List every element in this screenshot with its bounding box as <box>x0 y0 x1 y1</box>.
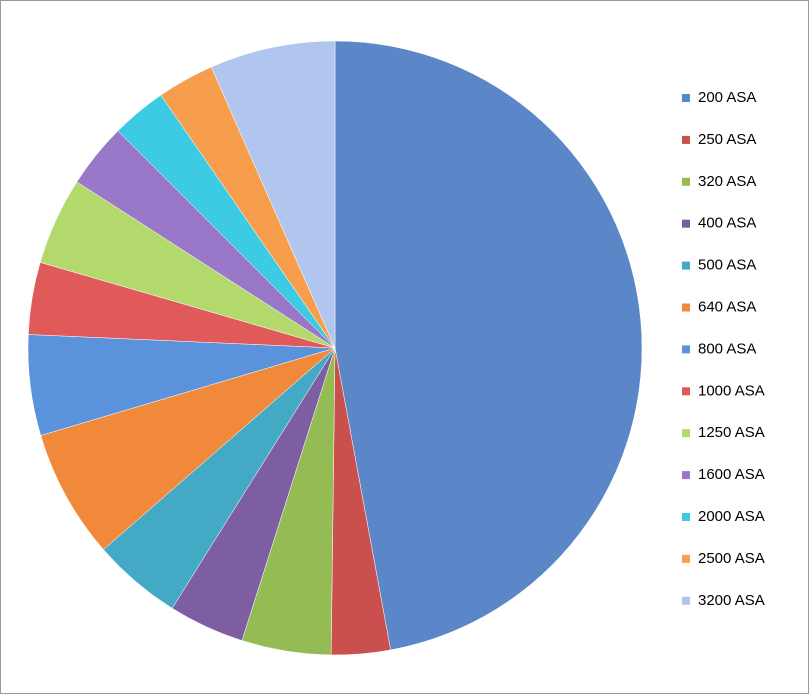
legend-swatch <box>682 345 690 354</box>
legend-label: 3200 ASA <box>698 592 765 609</box>
legend-swatch <box>682 177 690 186</box>
pie-slice <box>210 40 336 349</box>
pie-slice <box>334 40 643 651</box>
legend-swatch <box>682 596 690 605</box>
legend-swatch <box>682 471 690 480</box>
legend-label: 500 ASA <box>698 257 756 274</box>
legend-label: 250 ASA <box>698 131 756 148</box>
legend-label: 320 ASA <box>698 173 756 190</box>
legend-swatch <box>682 429 690 438</box>
legend-label: 2000 ASA <box>698 508 765 525</box>
pie-slice <box>40 347 336 550</box>
legend-swatch <box>682 94 690 102</box>
legend-swatch <box>682 513 690 521</box>
legend-label: 200 ASA <box>698 89 756 106</box>
legend-label: 2500 ASA <box>698 550 765 567</box>
legend-label: 1250 ASA <box>698 424 765 441</box>
legend-swatch <box>682 135 690 144</box>
legend-label: 1000 ASA <box>698 382 765 399</box>
legend-label: 800 ASA <box>698 340 756 357</box>
legend-swatch <box>682 219 690 228</box>
legend-swatch <box>682 387 690 396</box>
legend-label: 640 ASA <box>698 298 756 315</box>
legend-label: 400 ASA <box>698 215 756 232</box>
legend-label: 1600 ASA <box>698 466 765 483</box>
legend-swatch <box>682 303 690 312</box>
legend-swatch <box>682 554 690 563</box>
legend-swatch <box>682 261 690 270</box>
